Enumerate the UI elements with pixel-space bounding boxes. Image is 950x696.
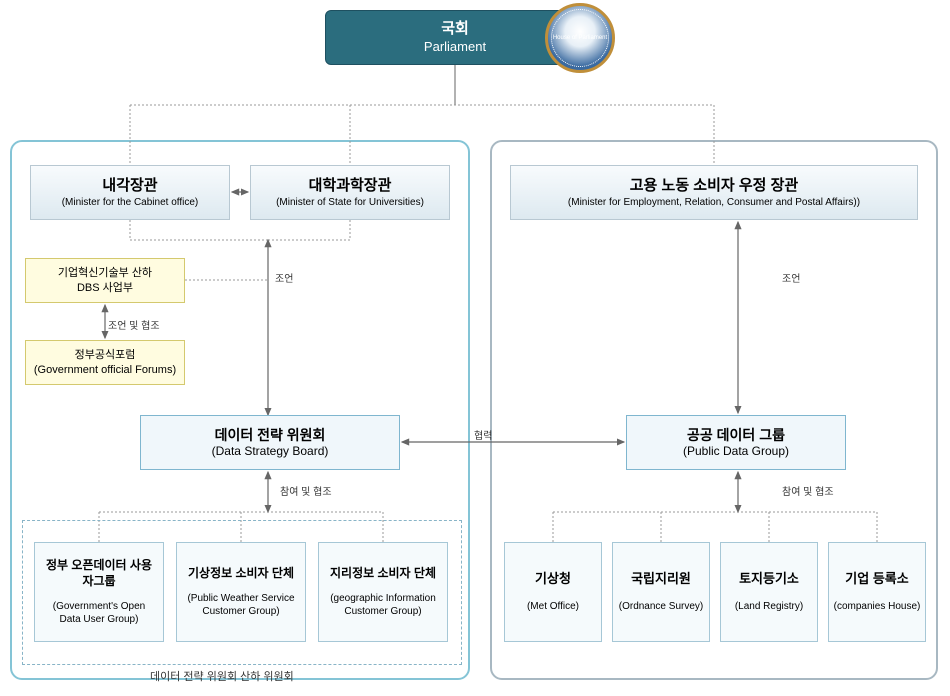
dbs-line1: 기업혁신기술부 산하 (58, 266, 152, 280)
left-sub-1-kr: 기상정보 소비자 단체 (182, 566, 300, 582)
right-sub-0-en: (Met Office) (527, 600, 579, 613)
right-sub-3: 기업 등록소 (companies House) (828, 542, 926, 642)
parliament-kr: 국회 (441, 19, 469, 39)
left-sub-1: 기상정보 소비자 단체 (Public Weather Service Cust… (176, 542, 306, 642)
right-sub-3-en: (companies House) (834, 600, 921, 613)
label-advice-right: 조언 (782, 270, 800, 285)
minister-cabinet-en: (Minister for the Cabinet office) (62, 196, 199, 209)
forums-box: 정부공식포럼 (Government official Forums) (25, 340, 185, 385)
right-sub-0: 기상청 (Met Office) (504, 542, 602, 642)
minister-right-box: 고용 노동 소비자 우정 장관 (Minister for Employment… (510, 165, 918, 220)
dbs-box: 기업혁신기술부 산하 DBS 사업부 (25, 258, 185, 303)
left-sub-0: 정부 오픈데이터 사용자그룹 (Government's Open Data U… (34, 542, 164, 642)
right-sub-2: 토지등기소 (Land Registry) (720, 542, 818, 642)
label-partic-left: 참여 및 협조 (280, 483, 332, 498)
minister-right-en: (Minister for Employment, Relation, Cons… (568, 196, 860, 209)
minister-right-kr: 고용 노동 소비자 우정 장관 (630, 176, 798, 196)
minister-univ-box: 대학과학장관 (Minister of State for Universiti… (250, 165, 450, 220)
dsb-en: (Data Strategy Board) (212, 444, 329, 460)
minister-cabinet-kr: 내각장관 (102, 176, 157, 196)
right-sub-1-en: (Ordnance Survey) (619, 600, 703, 613)
left-sub-2-kr: 지리정보 소비자 단체 (324, 566, 442, 582)
dsb-kr: 데이터 전략 위원회 (215, 426, 326, 444)
dbs-line2: DBS 사업부 (77, 281, 133, 295)
right-sub-0-kr: 기상청 (535, 571, 571, 588)
right-sub-2-kr: 토지등기소 (739, 571, 799, 588)
right-sub-2-en: (Land Registry) (735, 600, 803, 613)
pdg-kr: 공공 데이터 그룹 (687, 426, 785, 444)
minister-univ-en: (Minister of State for Universities) (276, 196, 424, 209)
left-sub-2: 지리정보 소비자 단체 (geographic Information Cust… (318, 542, 448, 642)
parliament-en: Parliament (424, 39, 486, 56)
left-sub-0-en: (Government's Open Data User Group) (35, 600, 163, 626)
pdg-box: 공공 데이터 그룹 (Public Data Group) (626, 415, 846, 470)
right-sub-3-kr: 기업 등록소 (845, 571, 908, 588)
left-sub-2-en: (geographic Information Customer Group) (319, 592, 447, 618)
left-sub-1-en: (Public Weather Service Customer Group) (177, 592, 305, 618)
label-partic-right: 참여 및 협조 (782, 483, 834, 498)
label-advice-coop-left: 조언 및 협조 (108, 317, 160, 332)
pdg-en: (Public Data Group) (683, 444, 789, 460)
minister-univ-kr: 대학과학장관 (309, 176, 392, 196)
forums-line1: 정부공식포럼 (75, 348, 136, 362)
label-advice-left: 조언 (275, 270, 293, 285)
right-sub-1: 국립지리원 (Ordnance Survey) (612, 542, 710, 642)
left-sub-0-kr: 정부 오픈데이터 사용자그룹 (35, 558, 163, 589)
right-sub-1-kr: 국립지리원 (631, 571, 691, 588)
parliament-seal-icon: House of Parliament (545, 3, 615, 73)
dsb-box: 데이터 전략 위원회 (Data Strategy Board) (140, 415, 400, 470)
label-cooperation: 협력 (474, 427, 492, 442)
forums-line2: (Government official Forums) (34, 363, 176, 377)
minister-cabinet-box: 내각장관 (Minister for the Cabinet office) (30, 165, 230, 220)
dashed-caption: 데이터 전략 위원회 산하 위원회 (150, 668, 294, 684)
